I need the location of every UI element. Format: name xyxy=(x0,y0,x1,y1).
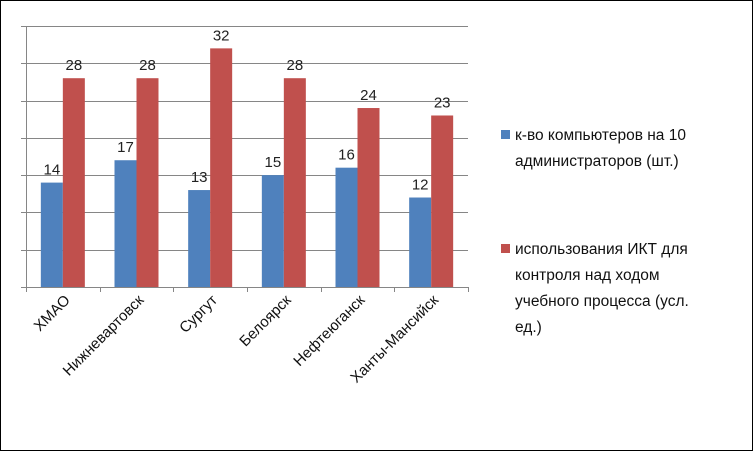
data-label: 24 xyxy=(360,87,377,104)
x-tick-label: Белоярск xyxy=(236,292,295,351)
gridlines xyxy=(26,26,468,288)
bar-computers-5 xyxy=(409,197,432,287)
data-label: 15 xyxy=(264,154,281,171)
data-label: 13 xyxy=(191,169,208,186)
bar-computers-4 xyxy=(335,167,358,287)
data-label: 23 xyxy=(434,94,451,111)
x-tick-label: ХМАО xyxy=(31,292,74,335)
legend: к-во компьютеров на 10 администраторов (ш… xyxy=(501,127,689,336)
legend-swatch xyxy=(501,244,510,253)
data-label: 12 xyxy=(412,177,429,194)
bar-computers-0 xyxy=(40,182,63,287)
bar-computers-2 xyxy=(188,190,211,287)
data-labels: 14 28 17 28 13 32 15 28 16 24 12 23 xyxy=(43,27,450,193)
data-label: 28 xyxy=(65,57,82,74)
bar-ict-0 xyxy=(62,78,85,287)
bars xyxy=(40,48,454,288)
legend-swatch xyxy=(501,130,510,139)
x-tick-label: Нижневартовск xyxy=(60,292,148,380)
x-tick-label: Нефтеюганск xyxy=(290,291,368,369)
bar-computers-3 xyxy=(261,175,284,287)
bar-ict-2 xyxy=(210,48,233,287)
data-label: 32 xyxy=(213,27,230,44)
data-label: 14 xyxy=(43,162,60,179)
legend-label: использования ИКТ для контроля над ходом у… xyxy=(515,241,689,336)
data-label: 16 xyxy=(338,147,355,164)
data-label: 28 xyxy=(286,57,303,74)
legend-label: к-во компьютеров на 10 администраторов (ш… xyxy=(515,127,686,170)
bar-ict-3 xyxy=(283,78,306,287)
bar-computers-1 xyxy=(114,160,137,287)
data-label: 17 xyxy=(117,139,134,156)
bar-ict-4 xyxy=(357,108,380,288)
bar-ict-1 xyxy=(136,78,159,287)
x-tick-label: Сургут xyxy=(176,292,221,337)
bar-ict-5 xyxy=(431,115,454,287)
data-label: 28 xyxy=(139,57,156,74)
